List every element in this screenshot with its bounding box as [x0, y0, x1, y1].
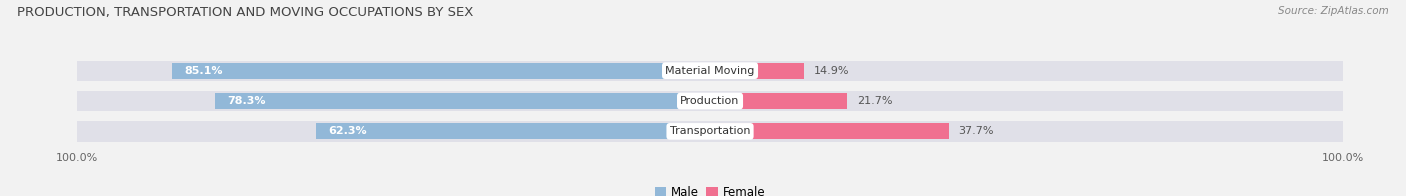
Bar	[77, 61, 1343, 81]
Bar	[77, 91, 1343, 111]
Text: Source: ZipAtlas.com: Source: ZipAtlas.com	[1278, 6, 1389, 16]
Text: PRODUCTION, TRANSPORTATION AND MOVING OCCUPATIONS BY SEX: PRODUCTION, TRANSPORTATION AND MOVING OC…	[17, 6, 474, 19]
Text: 62.3%: 62.3%	[329, 126, 367, 136]
Text: 14.9%: 14.9%	[814, 66, 849, 76]
Bar	[710, 123, 949, 139]
Legend: Male, Female: Male, Female	[650, 181, 770, 196]
Bar	[172, 63, 710, 79]
Bar	[215, 93, 710, 109]
Text: 78.3%: 78.3%	[228, 96, 266, 106]
Bar	[710, 93, 848, 109]
Bar	[77, 121, 1343, 142]
Text: Production: Production	[681, 96, 740, 106]
Bar	[710, 63, 804, 79]
Text: 21.7%: 21.7%	[856, 96, 893, 106]
Text: 85.1%: 85.1%	[184, 66, 222, 76]
Bar	[316, 123, 710, 139]
Text: Material Moving: Material Moving	[665, 66, 755, 76]
Text: 37.7%: 37.7%	[957, 126, 994, 136]
Text: Transportation: Transportation	[669, 126, 751, 136]
